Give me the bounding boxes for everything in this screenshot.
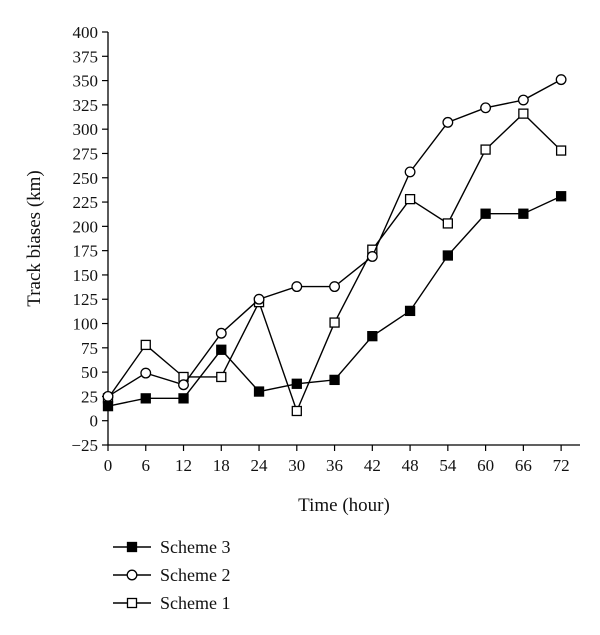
y-tick-label: 50 [81, 363, 98, 382]
data-point-scheme-2 [404, 166, 416, 178]
data-point-scheme-1 [216, 371, 227, 383]
series-line-scheme-3 [107, 195, 562, 407]
data-point-scheme-2 [178, 379, 189, 391]
x-axis-title: Time (hour) [298, 495, 390, 516]
legend: Scheme 3 Scheme 2 Scheme 1 [113, 537, 230, 613]
data-point-scheme-3 [555, 191, 567, 202]
x-tick-label: 48 [402, 456, 419, 475]
data-point-scheme-3 [102, 400, 114, 412]
series-line-scheme-2 [107, 79, 562, 398]
y-tick-label: 250 [73, 169, 99, 188]
data-point-scheme-3 [480, 208, 491, 219]
data-point-scheme-2 [480, 102, 492, 114]
data-point-scheme-3 [329, 374, 340, 386]
y-tick-label: −25 [71, 436, 98, 455]
y-ticks: 4003753503253002752502252001751501251007… [71, 23, 108, 455]
data-point-scheme-3 [291, 378, 302, 389]
data-point-scheme-2 [102, 390, 114, 402]
data-point-scheme-1 [555, 145, 567, 156]
y-tick-label: 175 [73, 242, 99, 261]
data-point-scheme-3 [216, 344, 227, 355]
y-axis-title: Track biases (km) [24, 170, 45, 307]
legend-label: Scheme 1 [160, 593, 230, 613]
data-point-scheme-2 [442, 116, 454, 128]
data-point-scheme-3 [253, 386, 265, 397]
data-point-scheme-2 [517, 94, 529, 106]
data-point-scheme-2 [555, 74, 567, 86]
y-tick-label: 375 [73, 47, 99, 66]
x-tick-label: 0 [104, 456, 113, 475]
data-point-scheme-1 [329, 317, 340, 328]
data-point-scheme-1 [291, 405, 302, 417]
data-point-scheme-2 [215, 327, 227, 339]
axes [107, 32, 580, 446]
y-tick-label: 200 [73, 217, 99, 236]
y-tick-label: 225 [73, 193, 99, 212]
data-point-scheme-2 [329, 281, 341, 293]
y-tick-label: 150 [73, 266, 99, 285]
data-point-scheme-2 [366, 251, 378, 262]
data-point-scheme-1 [480, 144, 491, 155]
data-point-scheme-2 [140, 367, 152, 379]
y-tick-label: 125 [73, 290, 99, 309]
legend-marker [126, 541, 138, 553]
series-line-scheme-1 [107, 112, 562, 413]
data-point-scheme-2 [291, 281, 303, 293]
y-tick-label: 350 [73, 72, 99, 91]
data-point-scheme-3 [178, 393, 189, 404]
series-scheme-3 [102, 191, 567, 412]
x-tick-label: 72 [553, 456, 570, 475]
data-point-scheme-3 [140, 393, 151, 404]
data-point-scheme-1 [442, 218, 453, 229]
data-point-scheme-1 [518, 108, 529, 119]
x-tick-label: 42 [364, 456, 381, 475]
x-tick-label: 60 [477, 456, 494, 475]
data-point-scheme-3 [442, 250, 453, 261]
x-tick-label: 54 [439, 456, 457, 475]
data-point-scheme-2 [253, 293, 265, 305]
series-scheme-1 [102, 108, 567, 417]
y-tick-label: 100 [73, 315, 99, 334]
y-tick-label: 0 [90, 412, 99, 431]
legend-marker [126, 569, 138, 581]
legend-label: Scheme 2 [160, 565, 230, 585]
x-tick-label: 30 [288, 456, 305, 475]
legend-item-scheme-3: Scheme 3 [113, 537, 230, 557]
x-tick-label: 6 [142, 456, 151, 475]
series-layer [102, 74, 567, 417]
data-point-scheme-1 [404, 193, 416, 205]
data-point-scheme-3 [404, 305, 416, 317]
y-tick-label: 300 [73, 120, 99, 139]
y-tick-label: 75 [81, 339, 98, 358]
y-tick-label: 275 [73, 144, 99, 163]
x-tick-label: 24 [251, 456, 269, 475]
data-point-scheme-1 [140, 339, 151, 351]
legend-label: Scheme 3 [160, 537, 230, 557]
series-scheme-2 [102, 74, 567, 402]
x-tick-label: 18 [213, 456, 230, 475]
y-tick-label: 25 [81, 387, 98, 406]
x-ticks: 0 6 12 18 24 30 36 42 48 54 60 66 72 [104, 445, 570, 475]
x-tick-label: 36 [326, 456, 343, 475]
y-tick-label: 325 [73, 96, 99, 115]
x-tick-label: 66 [515, 456, 532, 475]
y-tick-label: 400 [73, 23, 99, 42]
data-point-scheme-3 [518, 208, 529, 219]
legend-item-scheme-2: Scheme 2 [113, 565, 230, 585]
legend-item-scheme-1: Scheme 1 [113, 593, 230, 613]
x-tick-label: 12 [175, 456, 192, 475]
legend-marker [126, 597, 138, 609]
data-point-scheme-3 [367, 331, 378, 342]
